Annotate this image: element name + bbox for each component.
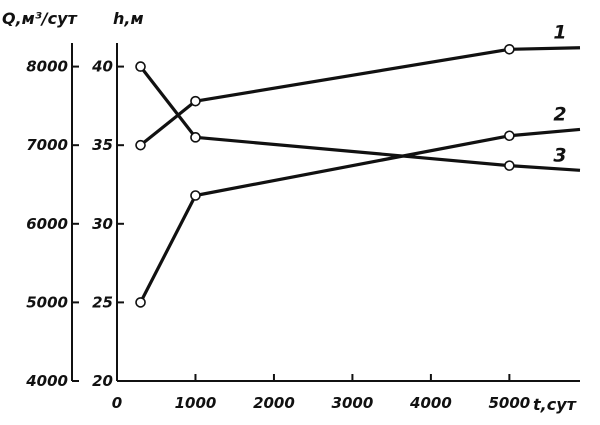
x-axis-title: t,сут [533, 395, 578, 414]
y-left-tick-label: 8000 [26, 58, 68, 76]
y-left-axis-title: Q,м³/сут [2, 9, 79, 28]
y-right-tick-label: 20 [92, 372, 113, 390]
series-line-3 [139, 65, 581, 172]
curve-label-3: 3 [553, 144, 566, 166]
ticks: 0 1000 2000 3000 4000 5000 20 25 30 35 40 4000 5000 6… [25, 58, 530, 412]
y-right-tick-label: 30 [92, 215, 113, 233]
x-tick-label: 4000 [409, 394, 452, 412]
x-tick-label: 2000 [253, 394, 295, 412]
data-point-2 [504, 130, 515, 142]
axes [71, 43, 580, 382]
y-left-tick-label: 6000 [26, 215, 68, 233]
y-right-tick-label: 40 [91, 58, 113, 76]
data-point-3 [135, 61, 146, 72]
y-left-tick-label: 5000 [26, 293, 68, 311]
y-left-tick-label: 7000 [26, 136, 68, 154]
y-right-tick-label: 35 [92, 136, 113, 154]
y-left-tick-label: 4000 [25, 372, 68, 390]
data-point-2 [190, 190, 201, 201]
y-right-tick-label: 25 [92, 293, 113, 311]
curve-label-2: 2 [553, 103, 566, 125]
data-point-1 [504, 43, 515, 55]
x-tick-label: 1000 [175, 394, 217, 412]
y-right-axis-title: h,м [113, 9, 144, 28]
series-line-2 [139, 127, 581, 304]
data-point-2 [135, 297, 146, 308]
data-point-3 [190, 132, 201, 143]
data-point-3 [504, 160, 515, 171]
data-point-1 [190, 95, 201, 107]
labels: Q,м³/сут h,м t,сут [2, 9, 578, 414]
series: 1 2 3 [135, 22, 581, 308]
x-tick-label: 0 [112, 394, 122, 412]
x-tick-label: 3000 [332, 394, 374, 412]
curve-label-1: 1 [553, 22, 566, 44]
data-point-1 [135, 139, 146, 151]
series-line-1 [139, 46, 581, 147]
x-tick-label: 5000 [488, 394, 530, 412]
